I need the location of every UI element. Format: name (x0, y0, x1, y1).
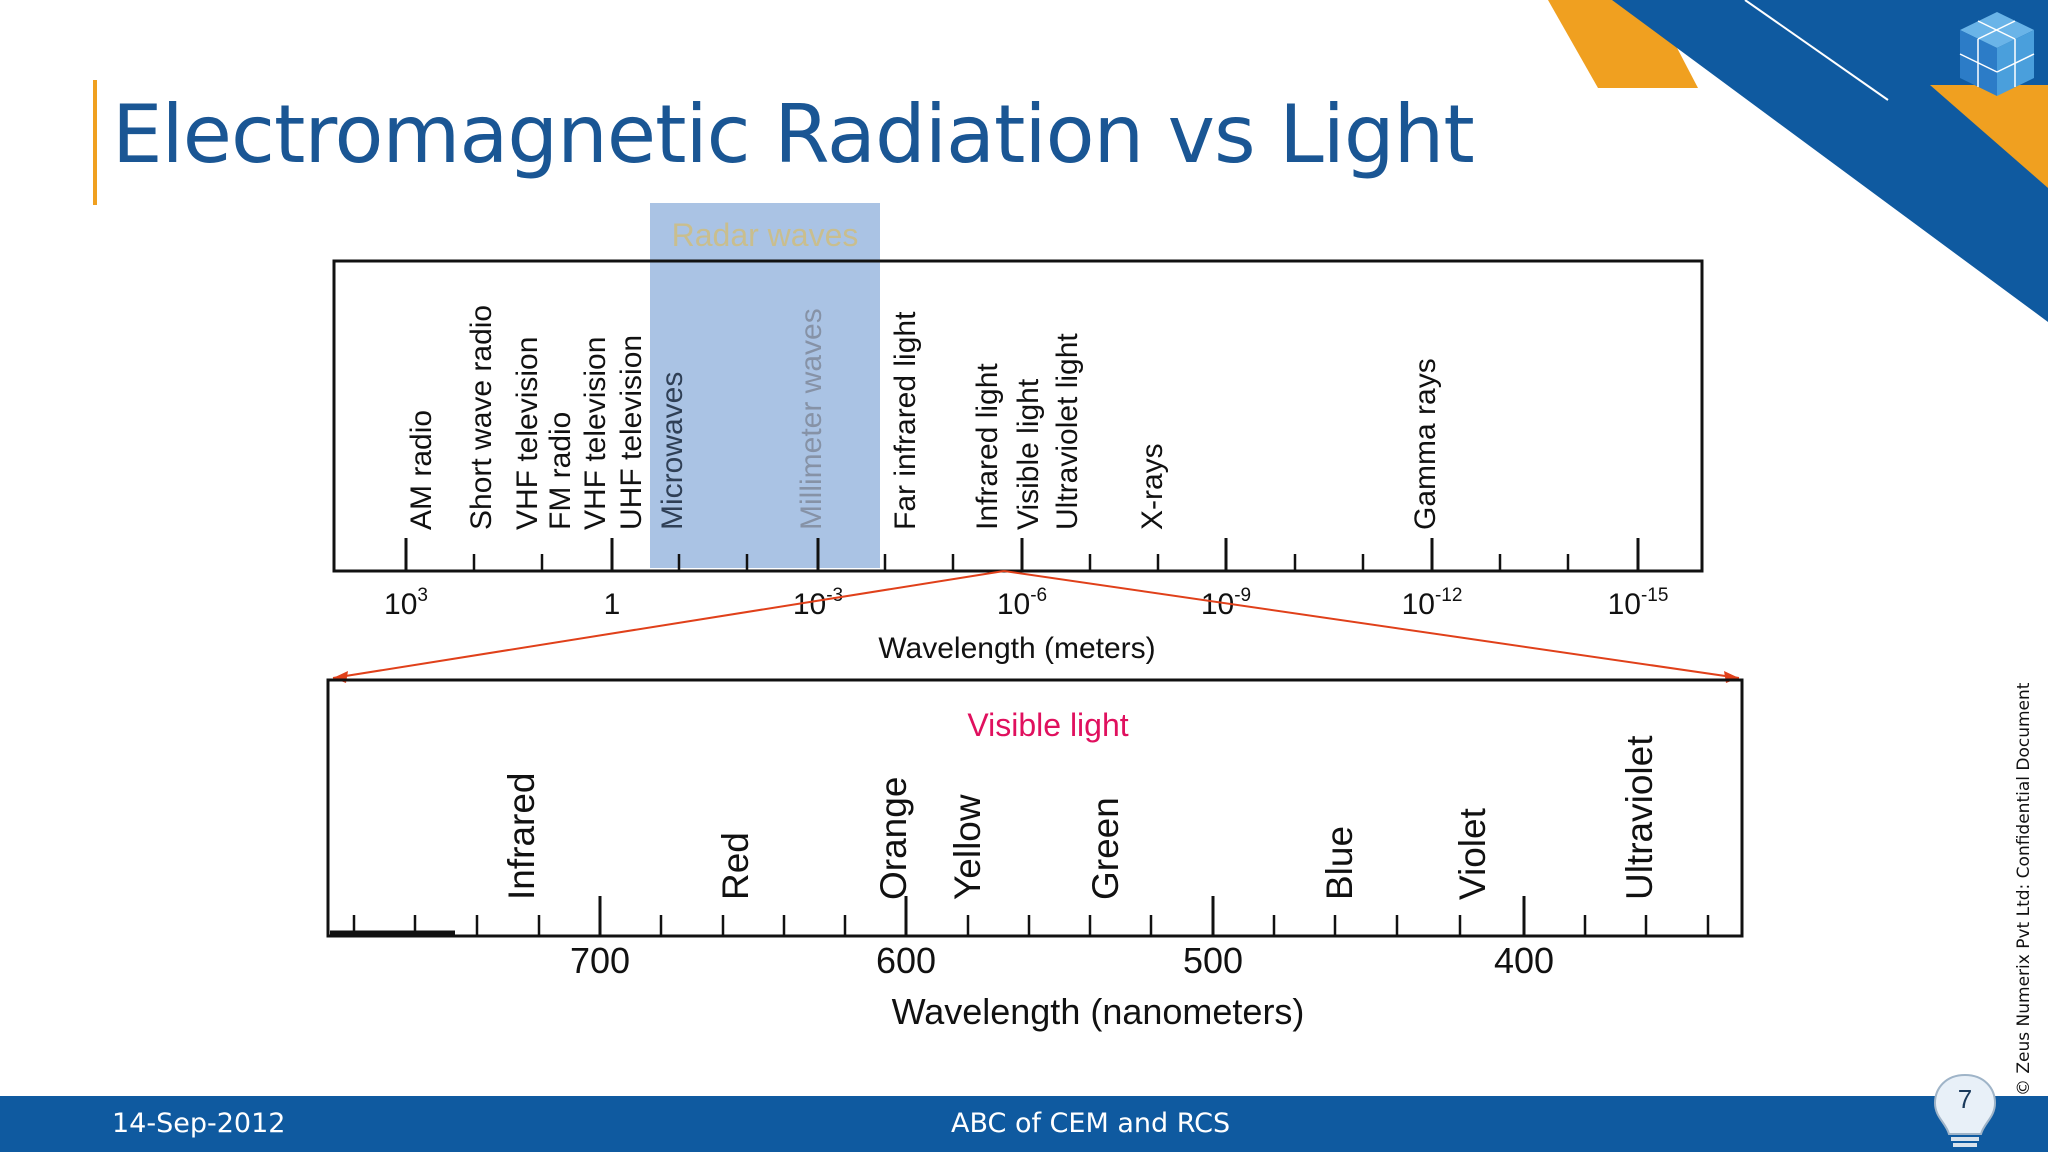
visible-light-title: Visible light (967, 707, 1128, 743)
spectrum-panel: Radar waves AM radio Short wave radio VHF … (332, 203, 1704, 665)
color-label-infrared: Infrared (501, 772, 542, 900)
visible-tick-label: 700 (570, 940, 630, 981)
band-label-infrared-light: Infrared light (971, 363, 1004, 530)
visible-tick-label: 400 (1494, 940, 1554, 981)
color-label-red: Red (715, 832, 756, 900)
spectrum-frame (332, 259, 1704, 573)
band-label-am-radio: AM radio (405, 410, 438, 530)
confidential-notice: © Zeus Numerix Pvt Ltd: Confidential Doc… (2014, 682, 2034, 1096)
band-label-x-rays: X-rays (1136, 443, 1169, 530)
spectrum-tick-label: 10-9 (1201, 585, 1251, 621)
radar-label: Radar waves (672, 217, 859, 253)
band-label-ultraviolet-light: Ultraviolet light (1051, 333, 1084, 530)
color-label-blue: Blue (1319, 826, 1360, 900)
spectrum-tick-label: 1 (604, 588, 621, 621)
spectrum-tick-label: 10-6 (997, 585, 1047, 621)
color-label-yellow: Yellow (947, 794, 988, 900)
band-label-visible-light: Visible light (1012, 378, 1045, 530)
band-label-vhf-television: VHF television (579, 337, 612, 530)
band-label-vhf-television: VHF television (511, 337, 544, 530)
color-label-orange: Orange (873, 777, 914, 900)
color-label-ultraviolet: Ultraviolet (1619, 735, 1660, 900)
band-label-microwaves: Microwaves (656, 372, 689, 530)
color-label-green: Green (1085, 797, 1126, 900)
color-label-violet: Violet (1452, 807, 1493, 900)
visible-frame (326, 678, 1744, 938)
band-label-fm-radio: FM radio (544, 412, 577, 530)
spectrum-axis-label: Wavelength (meters) (878, 632, 1155, 665)
band-label-short-wave-radio: Short wave radio (465, 305, 498, 530)
visible-tick-label: 600 (876, 940, 936, 981)
spectrum-tick-label: 10-12 (1402, 585, 1463, 621)
visible-axis-label: Wavelength (nanometers) (892, 991, 1305, 1032)
spectrum-tick-label: 10-15 (1608, 585, 1669, 621)
radar-band (650, 203, 880, 568)
band-label-gamma-rays: Gamma rays (1409, 358, 1442, 530)
footer-bar: 14-Sep-2012 ABC of CEM and RCS (0, 1096, 2048, 1152)
band-label-uhf-television: UHF television (615, 335, 648, 530)
footer-date: 14-Sep-2012 (112, 1108, 286, 1139)
page-number: 7 (1958, 1084, 1972, 1114)
spectrum-tick-label: 10-3 (793, 585, 843, 621)
slide-title: Electromagnetic Radiation vs Light (112, 88, 1475, 181)
cube-logo-icon (1959, 12, 2035, 96)
band-label-far-infrared-light: Far infrared light (889, 311, 922, 530)
spectrum-tick-label: 103 (384, 585, 428, 621)
em-spectrum-diagram: Radar waves AM radio Short wave radio VHF … (326, 203, 1744, 1032)
footer-title: ABC of CEM and RCS (951, 1108, 1231, 1139)
visible-panel: Visible light Infrared Red Orange Yellow Gre… (326, 678, 1744, 1032)
lightbulb-icon: 7 (1933, 1073, 1997, 1147)
title-accent-bar (93, 80, 97, 205)
visible-tick-label: 500 (1183, 940, 1243, 981)
band-label-millimeter-waves: Millimeter waves (795, 308, 828, 530)
